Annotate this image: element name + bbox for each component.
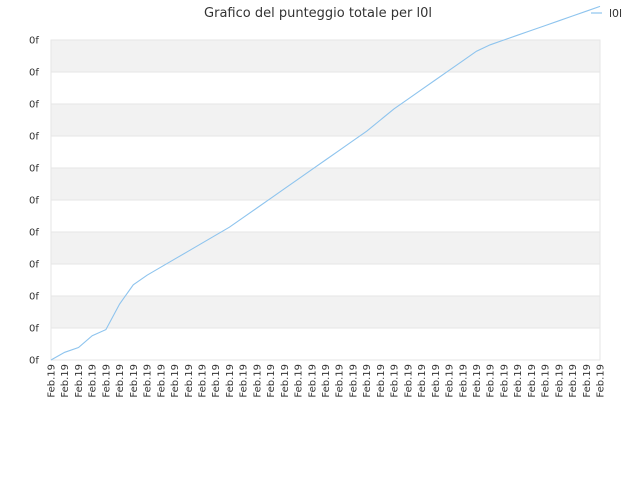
plot-band [51,136,600,168]
y-tick-label: 0f [29,292,39,303]
x-tick-label: Feb.19 [294,364,305,398]
y-tick-label: 0f [29,132,39,143]
y-tick-label: 0f [29,228,39,239]
x-tick-label: Feb.19 [252,364,263,398]
plot-band [51,328,600,360]
x-axis-ticks: Feb.19 Feb.19 Feb.19 Feb.19 Feb.19 Feb.19 Feb.… [47,364,607,398]
x-tick-label: Feb.19 [376,364,387,398]
x-tick-label: Feb.19 [390,364,401,398]
x-tick-label: Feb.19 [568,364,579,398]
plot-band [51,104,600,136]
x-tick-label: Feb.19 [101,364,112,398]
x-tick-label: Feb.19 [170,364,181,398]
legend-label: l0l [609,7,622,20]
x-tick-label: Feb.19 [321,364,332,398]
x-tick-label: Feb.19 [417,364,428,398]
y-tick-label: 0f [29,356,39,367]
x-tick-label: Feb.19 [266,364,277,398]
x-tick-label: Feb.19 [60,364,71,398]
x-tick-label: Feb.19 [225,364,236,398]
y-tick-label: 0f [29,68,39,79]
plot-band [51,72,600,104]
x-tick-label: Feb.19 [197,364,208,398]
legend[interactable]: l0l [591,7,622,20]
plot-band [51,168,600,200]
x-tick-label: Feb.19 [74,364,85,398]
x-tick-label: Feb.19 [156,364,167,398]
y-axis-ticks: 0f 0f 0f 0f 0f 0f 0f 0f 0f 0f 0f [29,36,39,367]
x-tick-label: Feb.19 [445,364,456,398]
plot-band [51,264,600,296]
gridlines [51,39,600,361]
x-tick-label: Feb.19 [431,364,442,398]
x-tick-label: Feb.19 [239,364,250,398]
chart-title: Grafico del punteggio totale per l0l [204,6,432,21]
x-tick-label: Feb.19 [280,364,291,398]
x-tick-label: Feb.19 [486,364,497,398]
y-tick-label: 0f [29,324,39,335]
plot-band [51,40,600,72]
x-tick-label: Feb.19 [513,364,524,398]
x-tick-label: Feb.19 [458,364,469,398]
x-tick-label: Feb.19 [307,364,318,398]
y-tick-label: 0f [29,36,39,47]
x-tick-label: Feb.19 [362,364,373,398]
y-tick-label: 0f [29,164,39,175]
x-tick-label: Feb.19 [211,364,222,398]
y-tick-label: 0f [29,260,39,271]
x-tick-label: Feb.19 [541,364,552,398]
x-tick-label: Feb.19 [115,364,126,398]
x-tick-label: Feb.19 [582,364,593,398]
y-tick-label: 0f [29,196,39,207]
x-tick-label: Feb.19 [596,364,607,398]
x-tick-label: Feb.19 [527,364,538,398]
x-tick-label: Feb.19 [348,364,359,398]
x-tick-label: Feb.19 [472,364,483,398]
series-line [50,5,601,361]
x-tick-label: Feb.19 [403,364,414,398]
x-tick-label: Feb.19 [554,364,565,398]
plot-band [51,296,600,328]
x-tick-label: Feb.19 [88,364,99,398]
x-tick-label: Feb.19 [184,364,195,398]
series-lines [50,5,601,361]
y-tick-label: 0f [29,100,39,111]
plot-background [50,39,601,361]
x-tick-label: Feb.19 [335,364,346,398]
plot-band [51,200,600,232]
x-tick-label: Feb.19 [47,364,58,398]
plot-band [51,232,600,264]
x-tick-label: Feb.19 [129,364,140,398]
x-tick-label: Feb.19 [143,364,154,398]
x-tick-label: Feb.19 [499,364,510,398]
